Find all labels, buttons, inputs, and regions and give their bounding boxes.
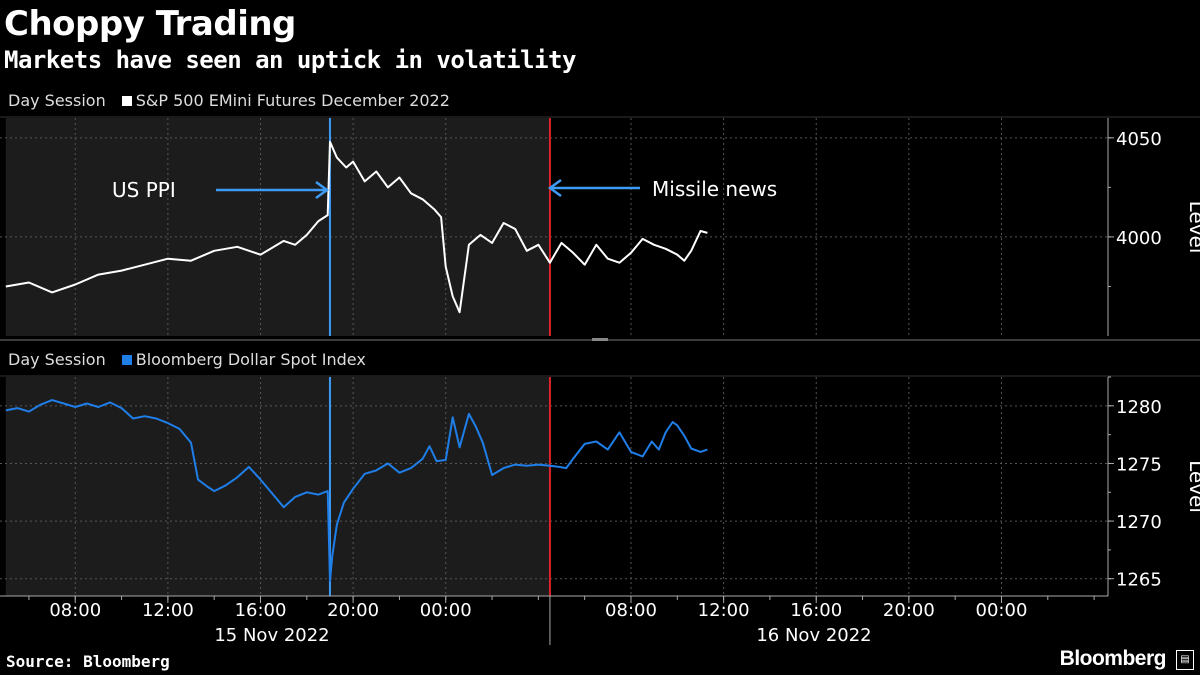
dxy-series-line [5,399,708,582]
spx-y-axis-label: Level [1185,201,1200,254]
top-session-label: Day Session [8,91,106,110]
dxy-ytick-label-3: 1280 [1116,397,1162,418]
x-tick-label-0: 08:00 [49,600,101,621]
day-label-1: 16 Nov 2022 [756,625,871,646]
panel-splitter-handle [592,338,608,341]
dxy-ytick-label-2: 1275 [1116,454,1162,475]
annotation-missile-news: Missile news [652,177,777,201]
dxy-ytick-label-1: 1270 [1116,512,1162,533]
dxy-ytick-label-0: 1265 [1116,570,1162,591]
x-tick-label-8: 20:00 [883,600,935,621]
x-tick-label-3: 20:00 [327,600,379,621]
bloomberg-mark-icon: ▤ [1176,650,1194,670]
x-tick-label-1: 12:00 [142,600,194,621]
spx-ytick-label-1: 4050 [1116,129,1162,150]
top-panel-legend: Day Session S&P 500 EMini Futures Decemb… [8,91,450,110]
spx-legend-swatch [121,95,132,106]
dxy-session-shade [5,377,550,596]
dxy-y-axis-label: Level [1185,460,1200,513]
spx-ytick-label-0: 4000 [1116,228,1162,249]
bottom-panel-legend: Day Session Bloomberg Dollar Spot Index [8,350,366,369]
bloomberg-logo: Bloomberg [1059,647,1167,670]
chart-title: Choppy Trading [4,4,296,44]
x-tick-label-4: 00:00 [420,600,472,621]
dxy-legend-label: Bloomberg Dollar Spot Index [135,350,366,369]
spx-session-shade [5,118,550,336]
source-note: Source: Bloomberg [6,652,170,671]
day-label-0: 15 Nov 2022 [214,625,329,646]
bottom-session-label: Day Session [8,350,106,369]
dxy-legend-swatch [121,354,132,365]
chart-subtitle: Markets have seen an uptick in volatilit… [4,46,576,74]
x-tick-label-7: 16:00 [790,600,842,621]
x-tick-label-5: 08:00 [605,600,657,621]
spx-series-line [5,140,708,314]
annotation-us-ppi: US PPI [112,178,176,202]
x-tick-label-9: 00:00 [976,600,1028,621]
x-tick-label-6: 12:00 [698,600,750,621]
missile-arrow-head-icon [547,178,562,198]
ppi-arrow-head-icon [315,180,330,200]
spx-legend-label: S&P 500 EMini Futures December 2022 [135,91,450,110]
x-tick-label-2: 16:00 [235,600,287,621]
